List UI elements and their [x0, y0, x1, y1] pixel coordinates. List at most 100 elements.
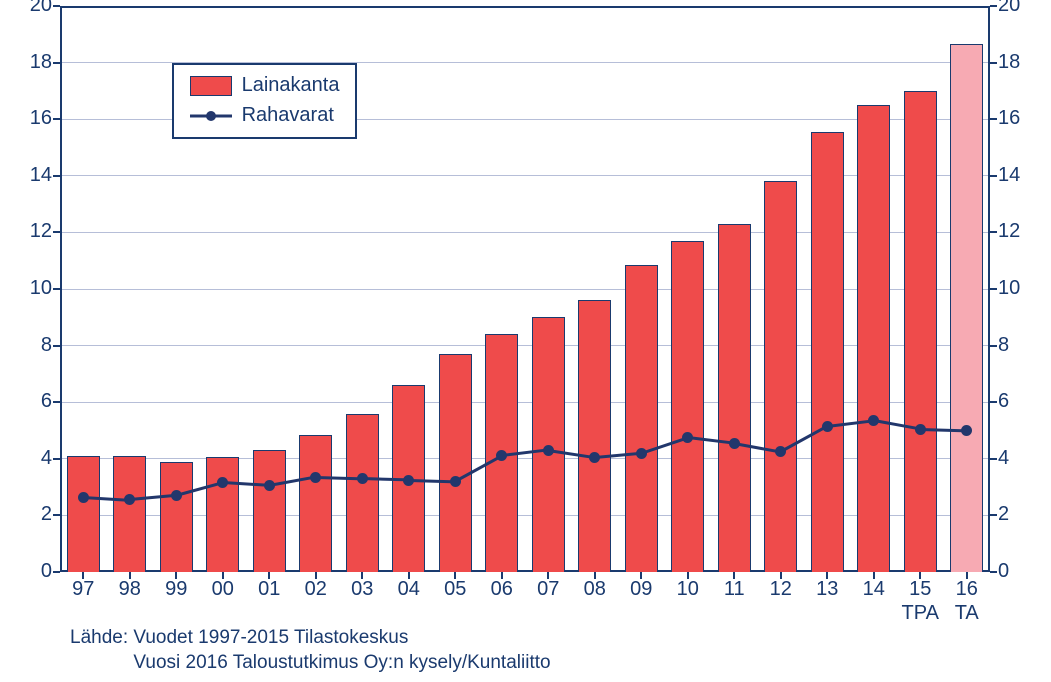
line-marker: [729, 438, 740, 449]
y-tick-mark: [990, 401, 997, 403]
chart-container: Lainakanta Rahavarat Lähde: Vuodet 1997-2…: [0, 0, 1051, 682]
x-tick-label: 97: [60, 578, 107, 601]
extra-x-label: TA: [944, 602, 991, 625]
line-marker: [310, 472, 321, 483]
y-tick-mark: [990, 571, 997, 573]
line-marker: [78, 492, 89, 503]
y-tick-left: 4: [12, 447, 52, 470]
y-tick-right: 4: [998, 447, 1038, 470]
y-tick-mark: [990, 458, 997, 460]
x-tick-label: 14: [851, 578, 898, 601]
gridline: [60, 402, 990, 403]
gridline: [60, 345, 990, 346]
y-tick-right: 14: [998, 164, 1038, 187]
gridline: [60, 232, 990, 233]
y-tick-left: 0: [12, 560, 52, 583]
line-marker: [264, 480, 275, 491]
y-tick-mark: [990, 288, 997, 290]
y-tick-mark: [53, 288, 60, 290]
plot-border: [60, 6, 62, 572]
gridline: [60, 458, 990, 459]
line-marker: [822, 421, 833, 432]
source-line1: Lähde: Vuodet 1997-2015 Tilastokeskus: [70, 627, 408, 648]
x-tick-label: 04: [386, 578, 433, 601]
y-tick-mark: [53, 401, 60, 403]
x-tick-label: 01: [246, 578, 293, 601]
bar: [950, 44, 983, 572]
bar: [206, 457, 239, 572]
bar: [904, 91, 937, 572]
gridline: [60, 289, 990, 290]
y-tick-right: 16: [998, 107, 1038, 130]
x-tick-label: 10: [665, 578, 712, 601]
legend: Lainakanta Rahavarat: [172, 63, 358, 139]
y-tick-mark: [990, 175, 997, 177]
source-text: Lähde: Vuodet 1997-2015 Tilastokeskus Lä…: [70, 626, 551, 675]
y-tick-left: 6: [12, 390, 52, 413]
y-tick-right: 2: [998, 503, 1038, 526]
legend-label: Rahavarat: [242, 104, 334, 127]
y-tick-left: 16: [12, 107, 52, 130]
gridline: [60, 515, 990, 516]
x-tick-label: 08: [572, 578, 619, 601]
y-tick-left: 20: [12, 0, 52, 17]
line-marker: [171, 490, 182, 501]
bar: [671, 241, 704, 572]
y-tick-right: 20: [998, 0, 1038, 17]
plot-border: [60, 6, 990, 8]
bar: [811, 132, 844, 572]
legend-swatch-line: [190, 106, 232, 126]
bar: [857, 105, 890, 572]
line-marker: [543, 445, 554, 456]
y-tick-mark: [53, 118, 60, 120]
x-tick-label: 13: [804, 578, 851, 601]
y-tick-mark: [990, 118, 997, 120]
x-tick-label: 16: [944, 578, 991, 601]
x-tick-label: 06: [479, 578, 526, 601]
bar: [299, 435, 332, 572]
x-tick-label: 03: [339, 578, 386, 601]
y-tick-left: 14: [12, 164, 52, 187]
line-marker: [450, 476, 461, 487]
legend-row: Rahavarat: [178, 101, 352, 131]
y-tick-mark: [53, 345, 60, 347]
line-marker: [915, 424, 926, 435]
x-tick-label: 15: [897, 578, 944, 601]
y-tick-left: 18: [12, 51, 52, 74]
bar: [718, 224, 751, 572]
y-tick-mark: [53, 571, 60, 573]
y-tick-right: 12: [998, 220, 1038, 243]
x-tick-label: 09: [618, 578, 665, 601]
y-tick-mark: [990, 231, 997, 233]
x-tick-label: 07: [525, 578, 572, 601]
y-tick-left: 8: [12, 334, 52, 357]
y-tick-mark: [53, 175, 60, 177]
plot-border: [60, 570, 990, 572]
extra-x-label: TPA: [897, 602, 944, 625]
y-tick-mark: [53, 514, 60, 516]
y-tick-right: 18: [998, 51, 1038, 74]
y-tick-mark: [990, 5, 997, 7]
y-tick-right: 8: [998, 334, 1038, 357]
line-marker: [403, 475, 414, 486]
x-tick-label: 99: [153, 578, 200, 601]
y-tick-left: 10: [12, 277, 52, 300]
x-tick-label: 98: [107, 578, 154, 601]
legend-label: Lainakanta: [242, 74, 340, 97]
bar: [346, 414, 379, 572]
bar: [113, 456, 146, 572]
y-tick-mark: [53, 5, 60, 7]
y-tick-mark: [53, 458, 60, 460]
bar: [439, 354, 472, 572]
y-tick-right: 10: [998, 277, 1038, 300]
y-tick-mark: [990, 514, 997, 516]
y-tick-mark: [53, 62, 60, 64]
y-tick-right: 6: [998, 390, 1038, 413]
y-tick-mark: [990, 62, 997, 64]
source-line2: Vuosi 2016 Taloustutkimus Oy:n kysely/Ku…: [133, 652, 550, 673]
x-tick-label: 12: [758, 578, 805, 601]
bar: [625, 265, 658, 572]
bar: [67, 456, 100, 572]
y-tick-left: 2: [12, 503, 52, 526]
y-tick-right: 0: [998, 560, 1038, 583]
